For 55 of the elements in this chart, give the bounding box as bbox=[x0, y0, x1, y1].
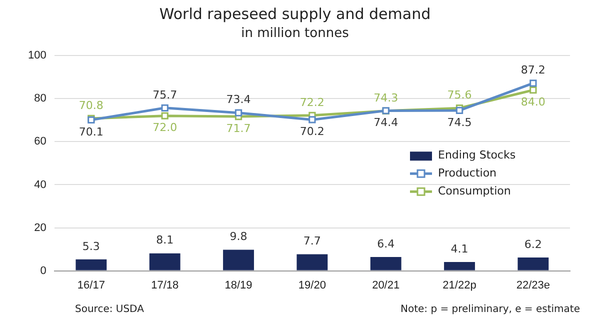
bar bbox=[223, 250, 254, 270]
data-label: 70.1 bbox=[78, 125, 104, 138]
data-label: 7.7 bbox=[303, 234, 321, 248]
bar bbox=[370, 257, 402, 270]
chart-subtitle: in million tonnes bbox=[241, 26, 350, 42]
source-note: Source: USDA bbox=[75, 304, 144, 315]
data-label: 6.2 bbox=[524, 238, 542, 251]
data-label: 8.1 bbox=[156, 234, 174, 247]
y-tick-label: 0 bbox=[40, 264, 46, 277]
chart-title: World rapeseed supply and demand bbox=[159, 4, 431, 23]
data-label: 84.0 bbox=[520, 95, 546, 108]
point bbox=[308, 116, 316, 124]
point bbox=[456, 106, 464, 114]
x-tick-label: 17/18 bbox=[151, 279, 179, 292]
point bbox=[530, 80, 537, 87]
data-label: 70.2 bbox=[300, 125, 324, 138]
data-label: 9.8 bbox=[230, 230, 248, 244]
data-label: 4.1 bbox=[450, 242, 468, 256]
x-tick-label: 19/20 bbox=[298, 279, 326, 292]
data-label: 74.5 bbox=[447, 116, 472, 129]
data-label: 5.3 bbox=[82, 240, 100, 253]
bar bbox=[444, 262, 475, 270]
legend-label: Consumption bbox=[438, 184, 511, 198]
legend-label: Production bbox=[438, 166, 497, 180]
data-label: 72.2 bbox=[300, 96, 324, 109]
bar bbox=[76, 259, 107, 270]
x-tick-label: 22/23e bbox=[516, 279, 550, 292]
data-label: 72.0 bbox=[152, 121, 178, 134]
bar bbox=[518, 257, 549, 270]
legend-label: Ending Stocks bbox=[438, 148, 516, 162]
y-tick-label: 80 bbox=[34, 92, 46, 105]
data-label: 75.6 bbox=[447, 88, 472, 102]
y-tick-label: 60 bbox=[34, 136, 46, 148]
data-label: 75.7 bbox=[152, 88, 178, 102]
y-tick-label: 20 bbox=[34, 222, 46, 234]
x-tick-label: 16/17 bbox=[77, 279, 105, 292]
point bbox=[161, 104, 168, 112]
data-label: 73.4 bbox=[226, 93, 251, 106]
y-tick-label: 100 bbox=[28, 50, 46, 62]
data-label: 6.4 bbox=[377, 237, 395, 250]
y-tick-label: 40 bbox=[34, 178, 46, 191]
x-tick-label: 18/19 bbox=[224, 279, 252, 292]
bar bbox=[296, 254, 328, 270]
data-label: 74.4 bbox=[374, 116, 398, 130]
data-label: 74.3 bbox=[374, 91, 398, 104]
text: Note: p = preliminary, e = estimate bbox=[400, 304, 580, 315]
x-tick-label: 21/22p bbox=[442, 279, 476, 292]
point bbox=[161, 112, 168, 120]
data-label: 87.2 bbox=[520, 64, 546, 77]
x-tick-label: 20/21 bbox=[372, 279, 400, 292]
data-label: 70.8 bbox=[78, 98, 104, 112]
bar bbox=[149, 253, 180, 270]
data-label: 71.7 bbox=[226, 122, 251, 135]
point bbox=[530, 86, 537, 94]
point bbox=[234, 109, 242, 116]
